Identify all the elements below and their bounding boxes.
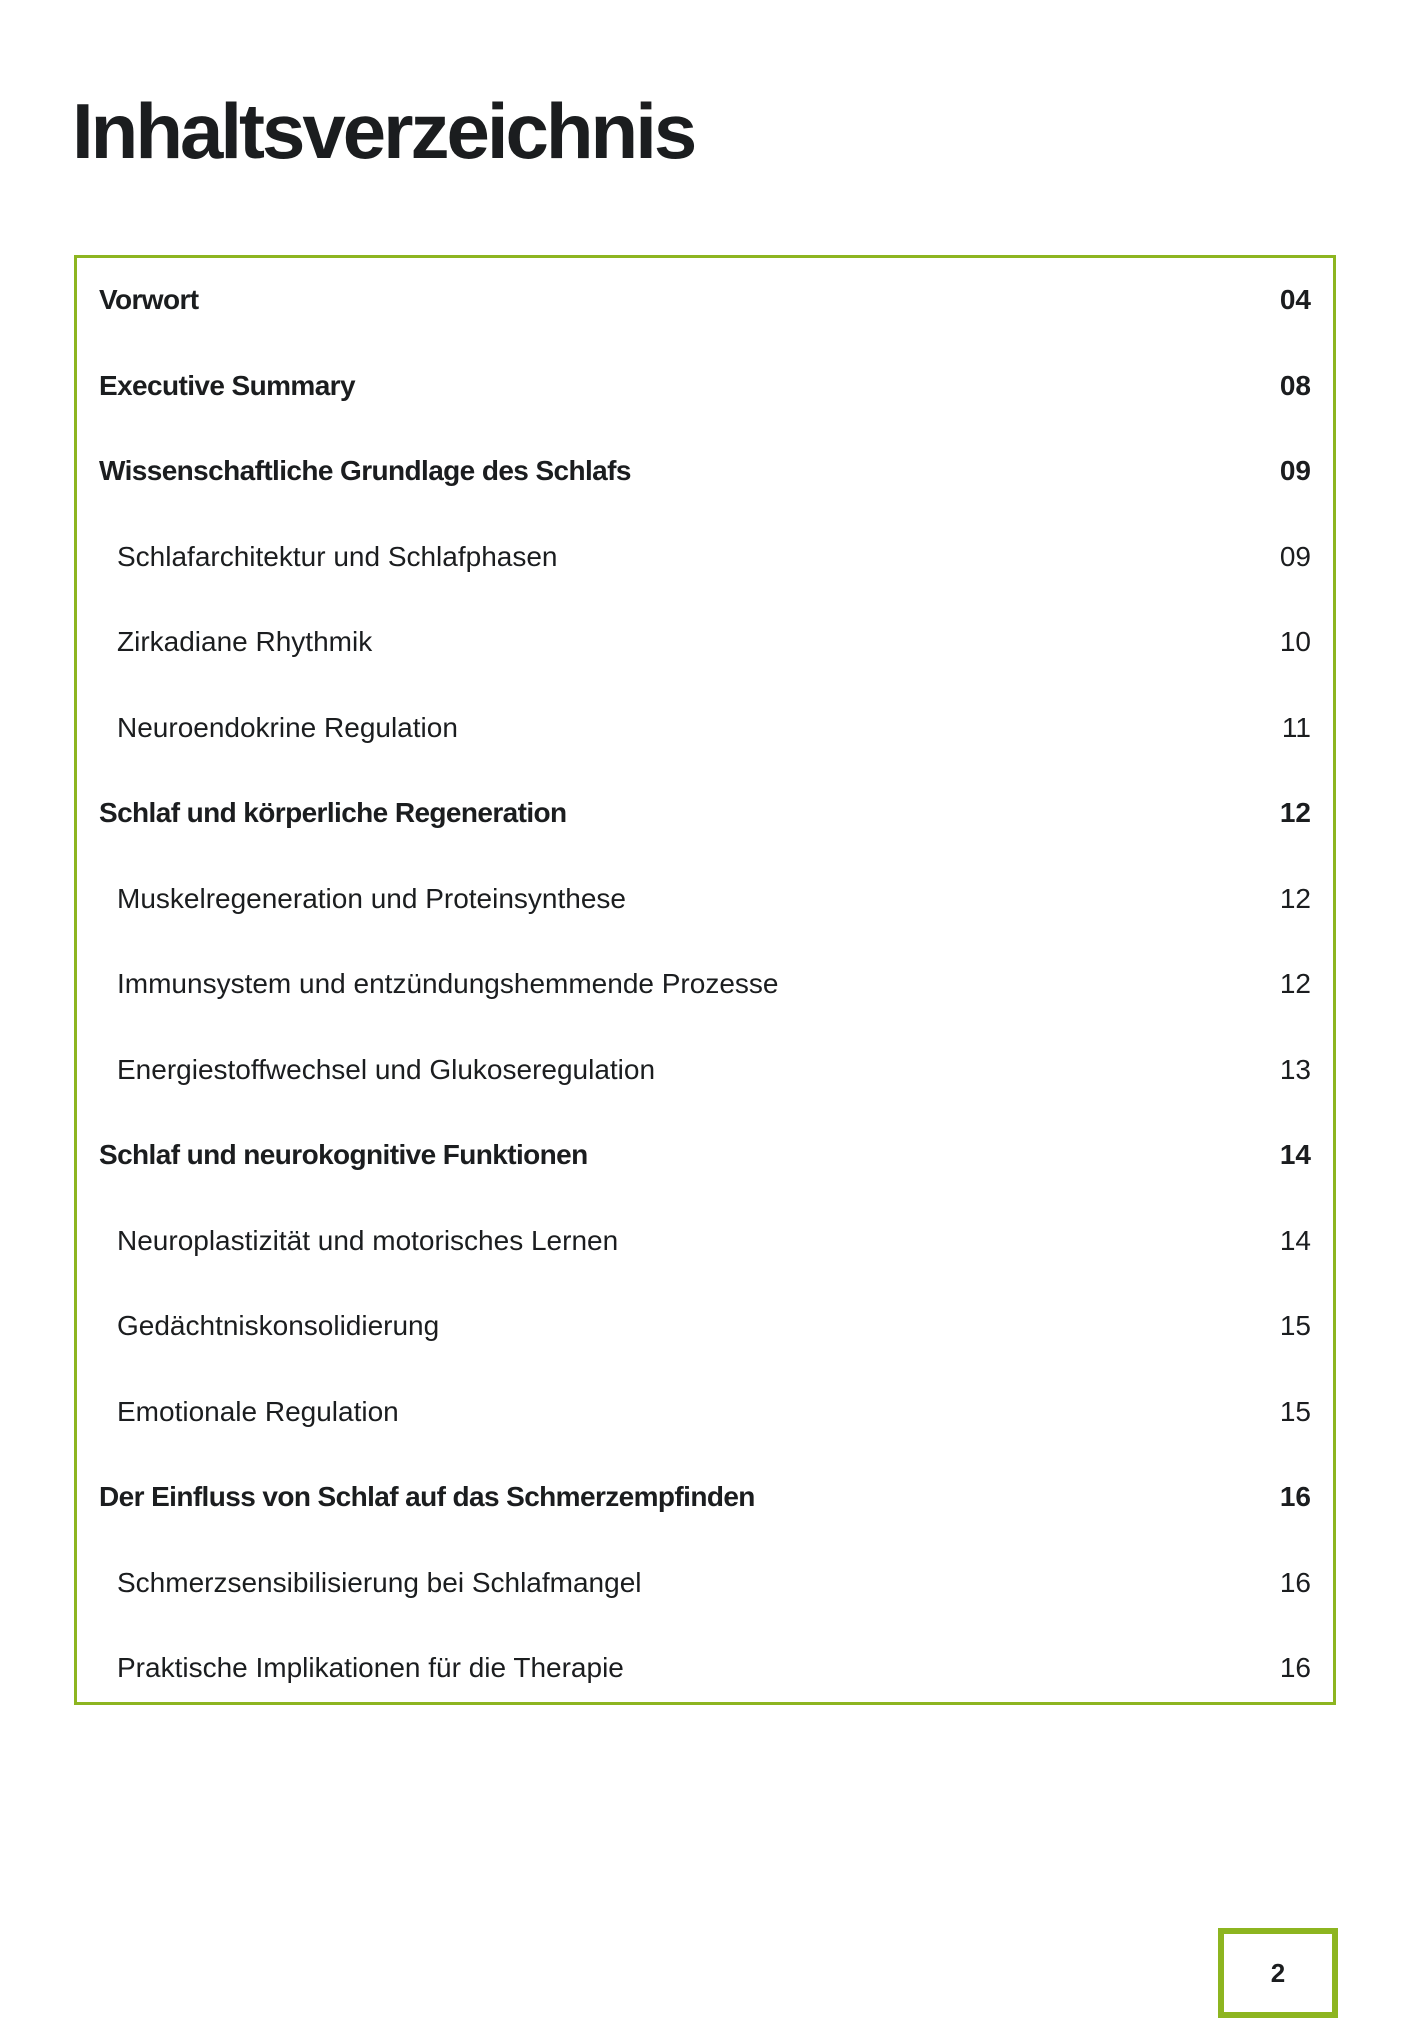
toc-entry[interactable]: Emotionale Regulation 15 xyxy=(77,1392,1333,1432)
toc-entry-page: 10 xyxy=(1279,626,1311,657)
toc-entry[interactable]: Zirkadiane Rhythmik 10 xyxy=(77,622,1333,662)
toc-entry-title: Schlafarchitektur und Schlafphasen xyxy=(117,540,558,572)
toc-entry[interactable]: Schlaf und neurokognitive Funktionen 14 xyxy=(77,1135,1333,1175)
toc-entry[interactable]: Energiestoffwechsel und Glukoseregulatio… xyxy=(77,1050,1333,1090)
toc-entry[interactable]: Schlafarchitektur und Schlafphasen 09 xyxy=(77,537,1333,577)
toc-entry-title: Schlaf und neurokognitive Funktionen xyxy=(99,1139,588,1170)
toc-entry-page: 11 xyxy=(1281,711,1311,743)
page-title: Inhaltsverzeichnis xyxy=(72,87,697,175)
toc-entry-title: Neuroendokrine Regulation xyxy=(117,711,458,743)
toc-entry[interactable]: Executive Summary 08 xyxy=(77,366,1333,406)
toc-entry-page: 13 xyxy=(1279,1053,1311,1085)
toc-entry-page: 16 xyxy=(1279,1652,1311,1683)
toc-entry[interactable]: Muskelregeneration und Proteinsynthese 12 xyxy=(77,879,1333,919)
toc-entry-title: Zirkadiane Rhythmik xyxy=(117,626,373,657)
toc-entry-page: 12 xyxy=(1279,797,1311,828)
toc-entry-page: 09 xyxy=(1279,455,1311,486)
toc-entry[interactable]: Schlaf und körperliche Regeneration 12 xyxy=(77,793,1333,833)
toc-entry-page: 14 xyxy=(1279,1224,1311,1256)
toc-entry-page: 15 xyxy=(1279,1395,1311,1427)
toc-entry-title: Immunsystem und entzündungshemmende Proz… xyxy=(117,968,779,999)
toc-entry[interactable]: Vorwort 04 xyxy=(77,280,1333,320)
toc-entry-title: Der Einfluss von Schlaf auf das Schmerze… xyxy=(99,1481,755,1512)
toc-entry-title: Energiestoffwechsel und Glukoseregulatio… xyxy=(117,1053,656,1085)
toc-entry-page: 15 xyxy=(1279,1310,1311,1341)
toc-entry-page: 09 xyxy=(1279,540,1311,572)
toc-entry[interactable]: Wissenschaftliche Grundlage des Schlafs 0… xyxy=(77,451,1333,491)
toc-entry-title: Schmerzsensibilisierung bei Schlafmangel xyxy=(117,1566,642,1598)
toc-entry-title: Gedächtniskonsolidierung xyxy=(117,1310,440,1341)
page-number: 2 xyxy=(1218,1928,1338,2018)
toc-entry[interactable]: Der Einfluss von Schlaf auf das Schmerze… xyxy=(77,1477,1333,1517)
toc-entry-page: 12 xyxy=(1279,968,1311,999)
toc-entry[interactable]: Neuroplastizität und motorisches Lernen 1… xyxy=(77,1221,1333,1261)
toc-entry-title: Muskelregeneration und Proteinsynthese xyxy=(117,882,626,914)
toc-entry-page: 12 xyxy=(1279,882,1311,914)
toc-entry-page: 08 xyxy=(1279,369,1311,401)
toc-entry[interactable]: Gedächtniskonsolidierung 15 xyxy=(77,1306,1333,1346)
toc-entry-page: 14 xyxy=(1279,1139,1311,1170)
toc-entry-page: 04 xyxy=(1279,284,1311,315)
toc-entry-title: Executive Summary xyxy=(99,369,356,401)
toc-entry-title: Vorwort xyxy=(99,284,199,315)
toc-entry-title: Neuroplastizität und motorisches Lernen xyxy=(117,1224,619,1256)
toc-entry[interactable]: Immunsystem und entzündungshemmende Proz… xyxy=(77,964,1333,1004)
toc-entry[interactable]: Neuroendokrine Regulation 11 xyxy=(77,708,1333,748)
toc-entry-page: 16 xyxy=(1279,1481,1311,1512)
toc-entry-title: Schlaf und körperliche Regeneration xyxy=(99,797,567,828)
toc-entry-title: Wissenschaftliche Grundlage des Schlafs xyxy=(99,455,631,486)
toc-entry-title: Emotionale Regulation xyxy=(117,1395,399,1427)
toc-entry-title: Praktische Implikationen für die Therapi… xyxy=(117,1652,624,1683)
toc-entry[interactable]: Schmerzsensibilisierung bei Schlafmangel… xyxy=(77,1563,1333,1603)
toc-entry-page: 16 xyxy=(1279,1566,1311,1598)
table-of-contents: Vorwort 04 Executive Summary 08 Wissenschaft… xyxy=(74,255,1336,1705)
toc-entry[interactable]: Praktische Implikationen für die Therapi… xyxy=(77,1648,1333,1688)
